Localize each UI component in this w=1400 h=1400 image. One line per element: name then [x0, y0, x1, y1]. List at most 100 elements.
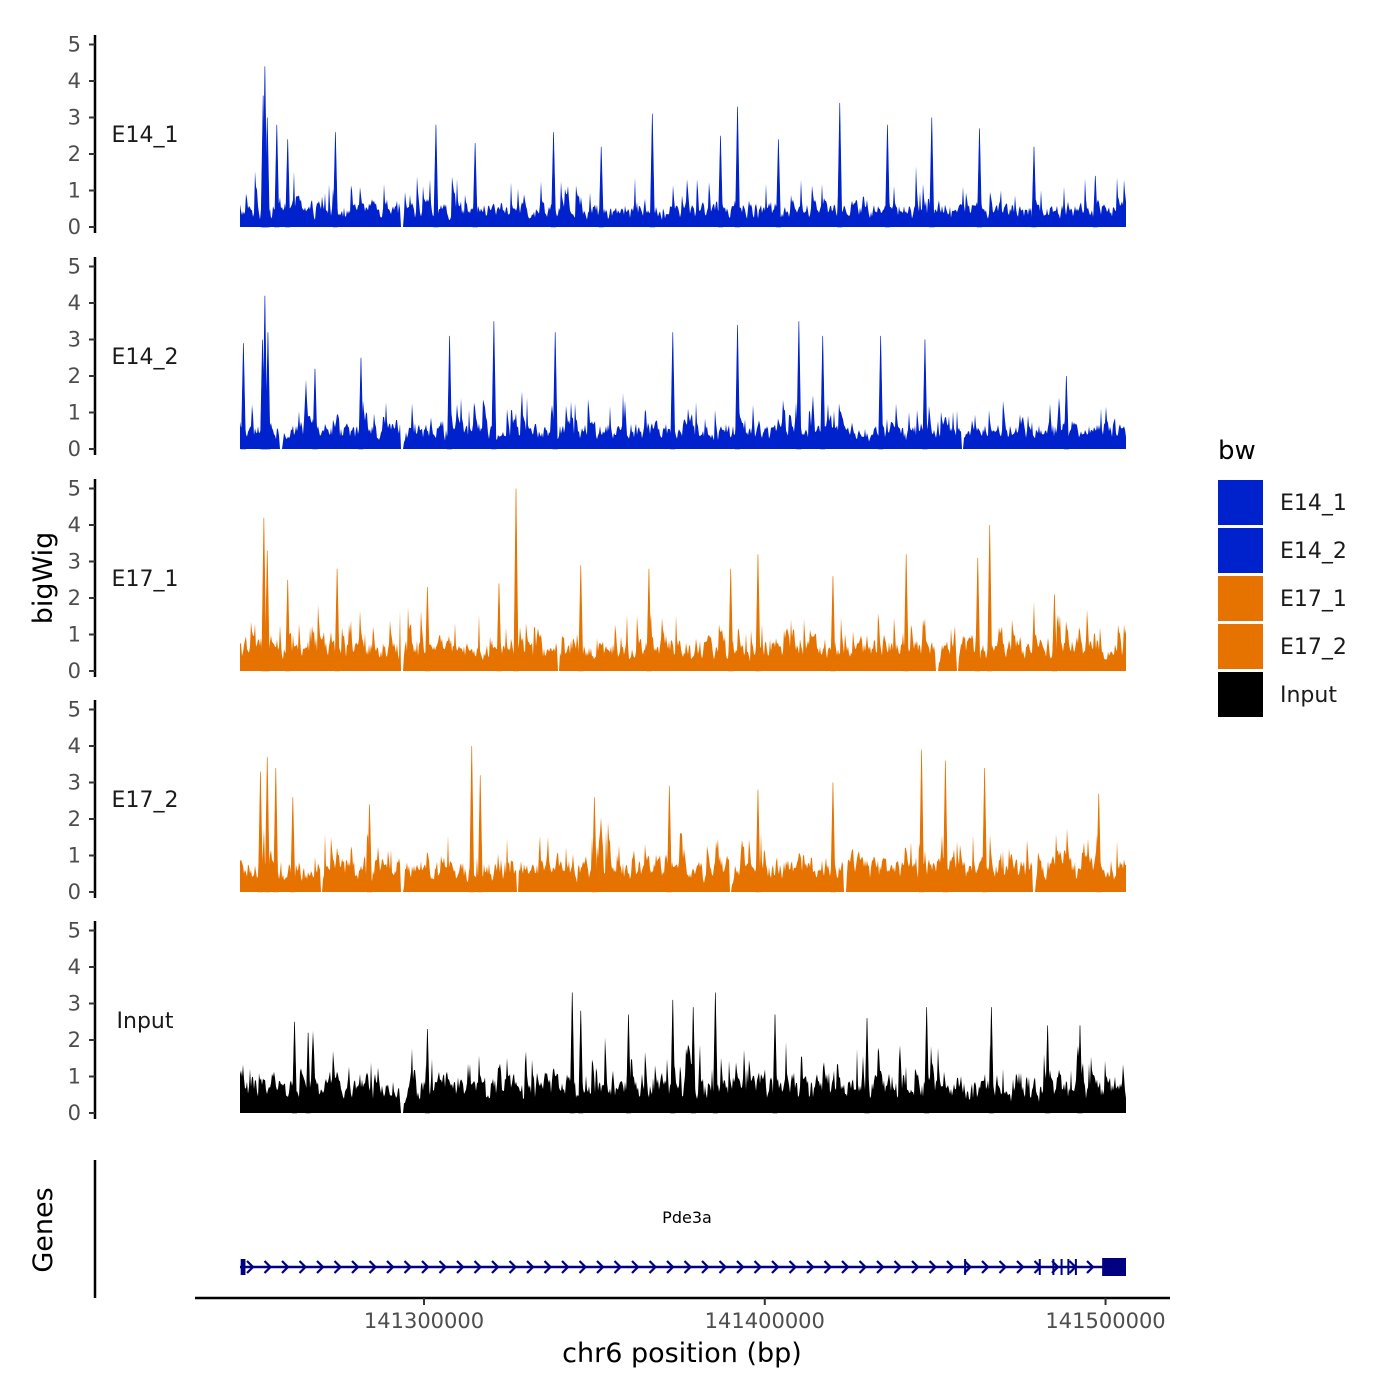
- strand-arrow: [298, 1260, 308, 1274]
- coverage-area: [240, 817, 1126, 892]
- strand-arrow: [683, 1260, 693, 1274]
- y-tick-label: 0: [68, 1101, 81, 1125]
- strand-arrow: [403, 1260, 413, 1274]
- strand-arrow: [823, 1260, 833, 1274]
- coverage-peak: [491, 321, 497, 450]
- strand-arrow: [911, 1260, 920, 1274]
- coverage-peak: [312, 368, 318, 450]
- legend-label: E14_2: [1280, 539, 1347, 564]
- strand-arrow: [963, 1260, 973, 1274]
- strand-arrow: [928, 1260, 938, 1274]
- coverage-peak: [884, 124, 890, 228]
- strand-arrow: [246, 1260, 255, 1274]
- coverage-peak: [265, 332, 271, 450]
- y-tick-label: 1: [68, 623, 81, 647]
- strand-arrow: [998, 1260, 1008, 1274]
- strand-arrow: [858, 1260, 868, 1274]
- coverage-peak: [1092, 175, 1098, 228]
- coverage-peak: [257, 771, 263, 893]
- y-tick-label: 4: [68, 513, 81, 537]
- strand-arrow: [596, 1260, 605, 1274]
- y-tick-label: 3: [68, 328, 81, 352]
- strand-arrow: [543, 1260, 553, 1274]
- exon: [240, 1259, 246, 1275]
- strand-arrow: [491, 1260, 500, 1274]
- coverage-peak: [513, 488, 519, 672]
- legend-label: E17_1: [1280, 587, 1347, 612]
- strand-arrow: [946, 1260, 955, 1274]
- y-tick-label: 1: [68, 401, 81, 425]
- strand-arrow: [561, 1260, 570, 1274]
- legend-swatch: [1218, 528, 1263, 573]
- strand-arrow: [473, 1260, 483, 1274]
- strand-arrow: [788, 1260, 798, 1274]
- coverage-area: [240, 1030, 1126, 1113]
- coverage-peak: [264, 756, 270, 893]
- strand-arrow: [981, 1260, 990, 1274]
- coverage-peak: [433, 124, 439, 228]
- x-axis: 141300000 141400000 141500000: [195, 1296, 1170, 1333]
- y-tick-label: 5: [68, 255, 81, 279]
- y-tick-label: 4: [68, 69, 81, 93]
- coverage-peak: [712, 992, 718, 1114]
- coverage-peak: [837, 102, 843, 228]
- coverage-peak: [264, 117, 270, 228]
- strand-arrow: [893, 1260, 903, 1274]
- coverage-peak: [591, 797, 597, 893]
- x-tick-label: 141400000: [705, 1309, 825, 1333]
- y-tick-label: 5: [68, 33, 81, 57]
- coverage-peak: [942, 760, 948, 893]
- coverage-peak: [625, 1014, 631, 1114]
- coverage-peak: [922, 339, 928, 450]
- y-tick-label: 3: [68, 550, 81, 574]
- coverage-peak: [975, 557, 981, 672]
- coverage-peak: [1031, 146, 1037, 228]
- legend-label: E17_2: [1280, 635, 1347, 660]
- coverage-peak: [305, 1032, 311, 1114]
- strand-arrow: [876, 1260, 885, 1274]
- coverage-peak: [1077, 1025, 1083, 1114]
- coverage-peak: [260, 95, 266, 228]
- strand-arrow: [666, 1260, 675, 1274]
- coverage-peak: [796, 321, 802, 450]
- strand-arrow: [648, 1260, 658, 1274]
- legend-label: Input: [1280, 683, 1337, 708]
- strand-arrow: [438, 1260, 448, 1274]
- y-tick-label: 2: [68, 364, 81, 388]
- coverage-peak: [477, 775, 483, 893]
- coverage-peak: [334, 568, 340, 672]
- y-tick-label: 2: [68, 142, 81, 166]
- track-input: 0 1 2 3 4 5 Input: [68, 919, 1126, 1125]
- strand-arrow: [701, 1260, 710, 1274]
- coverage-peak: [290, 797, 296, 893]
- track-e14-2: 0 1 2 3 4 5 E14_2: [68, 255, 1126, 461]
- coverage-area: [240, 379, 1126, 449]
- x-tick-label: 141500000: [1045, 1309, 1165, 1333]
- coverage-peak: [864, 1018, 870, 1114]
- coverage-peak: [820, 335, 826, 450]
- coverage-peak: [569, 992, 575, 1114]
- coverage-peak: [924, 1007, 930, 1114]
- strand-arrow: [631, 1260, 640, 1274]
- coverage-peak: [578, 565, 584, 672]
- y-tick-label: 4: [68, 291, 81, 315]
- coverage-peak: [285, 139, 291, 228]
- strand-arrow: [263, 1260, 273, 1274]
- legend-label: E14_1: [1280, 491, 1347, 516]
- y-tick-label: 4: [68, 955, 81, 979]
- track-label: E17_2: [112, 788, 179, 813]
- coverage-peak: [285, 579, 291, 672]
- gene-name-label: Pde3a: [662, 1208, 712, 1227]
- y-tick-label: 0: [68, 215, 81, 239]
- y-tick-label: 1: [68, 179, 81, 203]
- coverage-peak: [735, 106, 741, 228]
- y-tick-label: 3: [68, 106, 81, 130]
- y-tick-label: 1: [68, 844, 81, 868]
- coverage-peak: [366, 804, 372, 893]
- coverage-peak: [717, 135, 723, 228]
- x-tick-label: 141300000: [364, 1309, 484, 1333]
- coverage-peak: [424, 1028, 430, 1114]
- strand-arrow: [771, 1260, 780, 1274]
- exon: [1052, 1259, 1055, 1275]
